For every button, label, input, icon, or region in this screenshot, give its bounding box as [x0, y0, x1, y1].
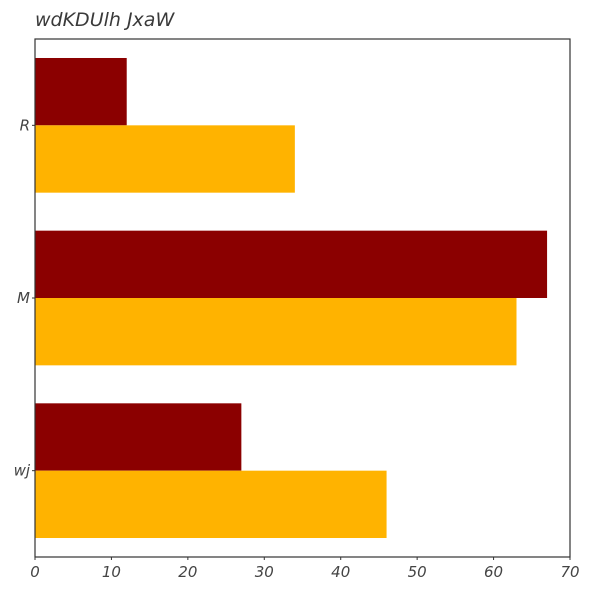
x-tick-label: 0: [30, 563, 40, 581]
y-tick-label: R: [20, 116, 30, 134]
bar-wj-s2: [35, 470, 387, 539]
y-tick-label: wj: [14, 462, 31, 480]
bar-M-s1: [35, 230, 548, 298]
x-tick-label: 40: [331, 563, 350, 581]
chart-title: wdKDUlh JxaW: [35, 9, 175, 31]
bar-R-s2: [35, 125, 295, 193]
bar-wj-s1: [35, 403, 242, 471]
x-tick-label: 60: [484, 563, 503, 581]
x-tick-label: 50: [408, 563, 427, 581]
x-tick-label: 10: [102, 563, 121, 581]
bar-R-s1: [35, 57, 127, 126]
y-tick-label: M: [17, 289, 30, 307]
bar-M-s2: [35, 298, 517, 366]
x-tick-label: 30: [255, 563, 274, 581]
x-tick-label: 20: [178, 563, 197, 581]
x-tick-label: 70: [560, 563, 579, 581]
plot-frame: [34, 38, 571, 558]
